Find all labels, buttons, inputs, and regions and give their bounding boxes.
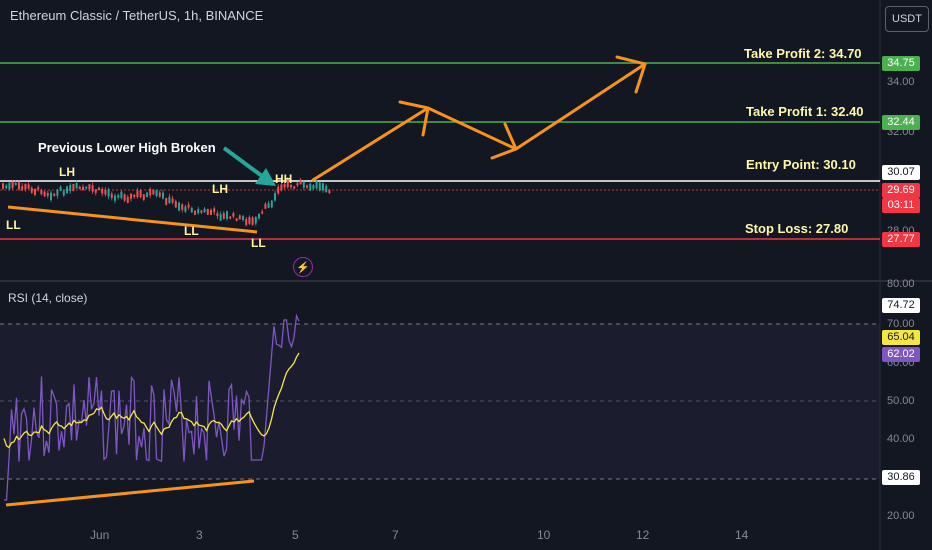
rsi-tag-value: 62.02 <box>882 347 920 362</box>
previous-lower-high-label: Previous Lower High Broken <box>38 140 216 155</box>
price-trendline[interactable] <box>7 205 258 234</box>
time-tick: 3 <box>196 528 203 542</box>
price-tag-take-profit-1: 32.44 <box>882 115 920 130</box>
swing-label-hh: HH <box>275 172 293 186</box>
price-tag-stop-loss: 27.77 <box>882 232 920 247</box>
rsi-tick: 70.00 <box>887 318 915 330</box>
price-tag-countdown: 03:11 <box>882 198 920 213</box>
time-tick: 12 <box>636 528 650 542</box>
time-tick: Jun <box>90 528 110 542</box>
price-tag-take-profit-2: 34.75 <box>882 56 920 71</box>
price-tick: 34.00 <box>887 76 915 88</box>
rsi-tag-low: 30.86 <box>882 470 920 485</box>
lightning-icon[interactable]: ⚡ <box>293 257 313 277</box>
rsi-tick: 50.00 <box>887 395 915 407</box>
annotation-arrow <box>222 146 276 186</box>
rsi-title[interactable]: RSI (14, close) <box>8 291 88 305</box>
time-tick: 14 <box>735 528 749 542</box>
rsi-tag-peak: 74.72 <box>882 298 920 313</box>
projection-arrows[interactable] <box>311 55 647 182</box>
rsi-tick: 40.00 <box>887 433 915 445</box>
swing-label-ll: LL <box>184 224 199 238</box>
take-profit-1-label: Take Profit 1: 32.40 <box>746 104 864 119</box>
currency-button[interactable]: USDT <box>885 6 929 32</box>
entry-point-label: Entry Point: 30.10 <box>746 157 856 172</box>
take-profit-2-label: Take Profit 2: 34.70 <box>744 46 862 61</box>
price-tag-last: 29.69 <box>882 183 920 198</box>
time-tick: 7 <box>392 528 399 542</box>
rsi-line <box>4 313 300 501</box>
stop-loss-label: Stop Loss: 27.80 <box>745 221 849 236</box>
rsi-ma-line <box>3 352 300 449</box>
time-tick: 5 <box>292 528 299 542</box>
candles <box>2 177 331 227</box>
symbol-title[interactable]: Ethereum Classic / TetherUS, 1h, BINANCE <box>10 8 264 23</box>
swing-label-ll: LL <box>6 218 21 232</box>
swing-label-lh: LH <box>59 165 75 179</box>
rsi-tick: 20.00 <box>887 510 915 522</box>
time-tick: 10 <box>537 528 551 542</box>
rsi-trendline[interactable] <box>5 479 255 507</box>
price-tag-entry: 30.07 <box>882 165 920 180</box>
rsi-tag-ma: 65.04 <box>882 330 920 345</box>
rsi-tick: 80.00 <box>887 278 915 290</box>
swing-label-lh: LH <box>212 182 228 196</box>
swing-label-ll: LL <box>251 236 266 250</box>
